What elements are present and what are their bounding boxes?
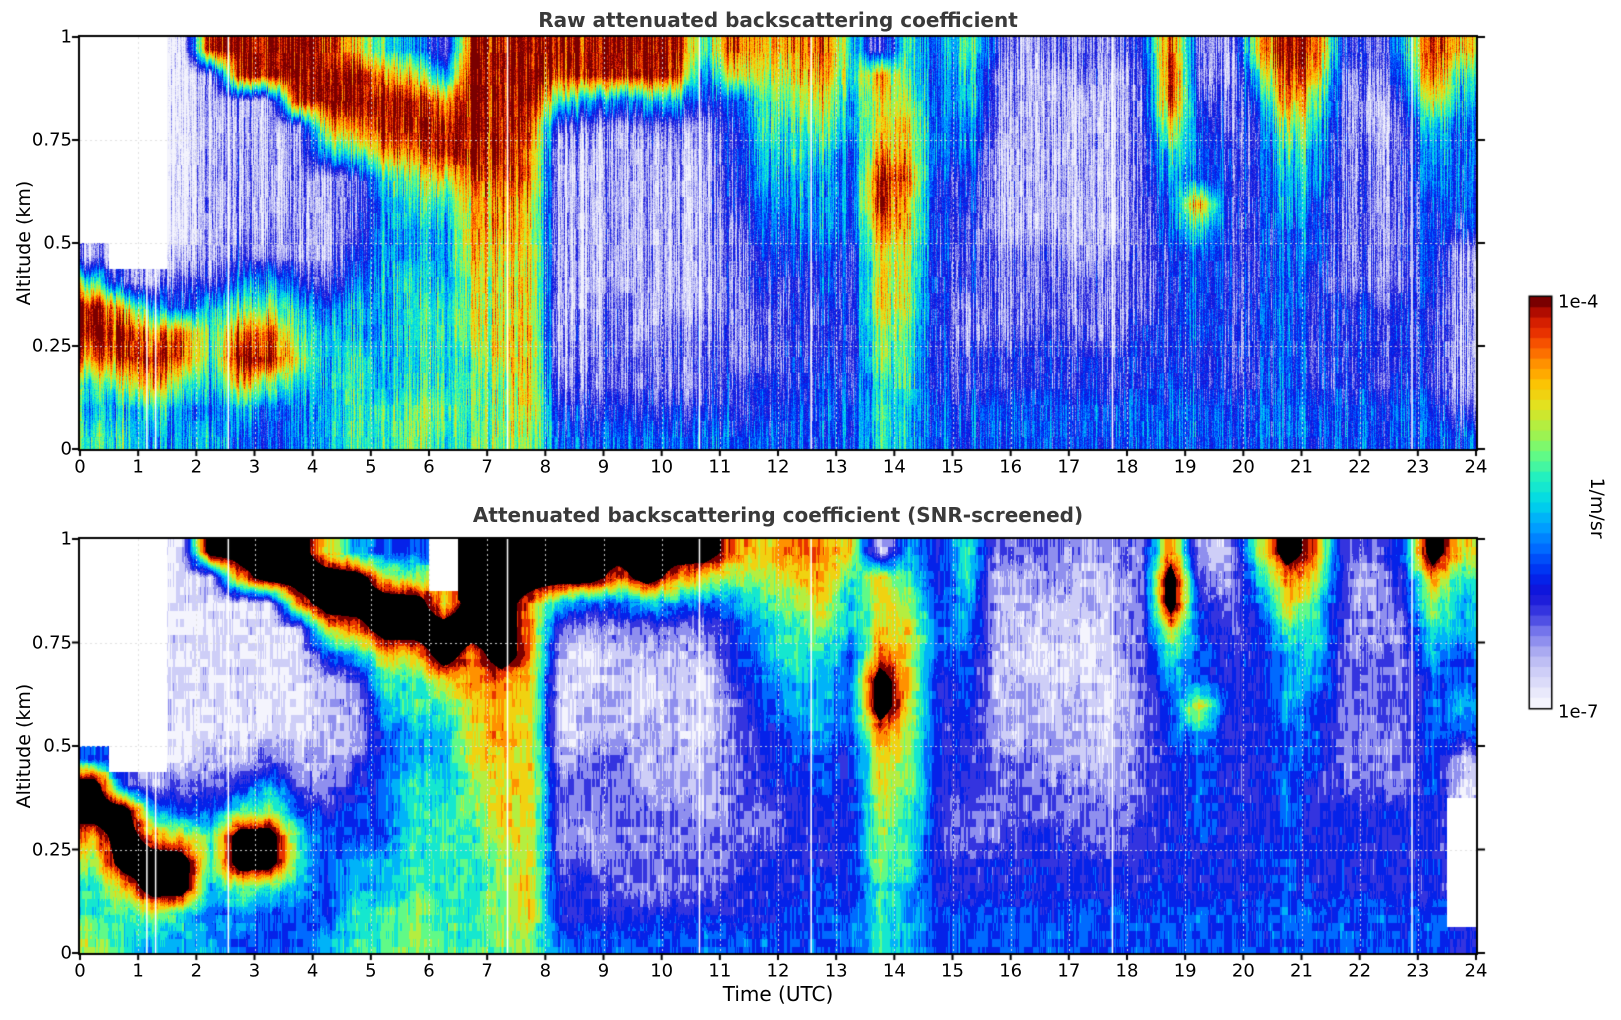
x-tick-label: 5 <box>365 456 377 478</box>
x-tick-label: 1 <box>132 960 144 982</box>
x-tick-label: 19 <box>1173 456 1197 478</box>
colorbar-max-label: 1e-4 <box>1558 291 1599 313</box>
panel1-y-axis-label: Altitude (km) <box>13 180 35 306</box>
x-tick-label: 0 <box>74 456 86 478</box>
x-tick-label: 13 <box>824 456 848 478</box>
y-tick-label: 0 <box>60 942 72 964</box>
x-tick-label: 19 <box>1173 960 1197 982</box>
panel2-y-axis-label: Altitude (km) <box>13 683 35 809</box>
y-tick-label: 0.5 <box>43 232 72 254</box>
x-tick-label: 3 <box>248 456 261 478</box>
x-tick-label: 0 <box>74 960 86 982</box>
x-tick-label: 7 <box>481 456 493 478</box>
y-tick-label: 1 <box>60 528 72 550</box>
x-tick-label: 20 <box>1231 456 1255 478</box>
x-tick-label: 16 <box>999 960 1023 982</box>
x-tick-label: 8 <box>539 456 552 478</box>
x-tick-label: 5 <box>365 960 377 982</box>
x-tick-label: 17 <box>1057 960 1081 982</box>
y-tick-label: 0.5 <box>43 735 72 757</box>
x-tick-label: 23 <box>1406 960 1430 982</box>
x-tick-label: 21 <box>1290 960 1313 982</box>
x-tick-label: 14 <box>882 960 906 982</box>
colorbar-min-label: 1e-7 <box>1558 701 1599 723</box>
x-tick-label: 10 <box>650 456 674 478</box>
y-tick-label: 0.75 <box>31 129 72 151</box>
x-tick-label: 20 <box>1231 960 1255 982</box>
x-tick-label: 9 <box>597 960 610 982</box>
x-tick-label: 15 <box>941 456 964 478</box>
x-tick-label: 6 <box>423 456 435 478</box>
y-tick-label: 1 <box>60 26 72 48</box>
x-tick-label: 24 <box>1464 960 1488 982</box>
x-tick-label: 2 <box>190 960 203 982</box>
x-tick-label: 12 <box>766 960 790 982</box>
y-tick-label: 0.75 <box>31 632 72 653</box>
x-tick-label: 15 <box>941 960 964 982</box>
x-tick-label: 22 <box>1348 960 1372 982</box>
x-tick-label: 6 <box>423 960 435 982</box>
x-tick-label: 10 <box>650 960 674 982</box>
x-tick-label: 24 <box>1464 456 1488 478</box>
x-tick-label: 18 <box>1115 456 1139 478</box>
colorbar-unit-label: 1/m/sr <box>1586 477 1608 539</box>
y-tick-label: 0.25 <box>31 839 72 860</box>
x-tick-label: 17 <box>1057 456 1081 478</box>
x-tick-label: 16 <box>999 456 1023 478</box>
panel1-title: Raw attenuated backscattering coefficien… <box>538 8 1018 32</box>
x-tick-label: 18 <box>1115 960 1139 982</box>
x-tick-label: 13 <box>824 960 848 982</box>
x-tick-label: 7 <box>481 960 493 982</box>
x-tick-label: 2 <box>190 456 203 478</box>
y-tick-label: 0.25 <box>31 335 72 357</box>
x-tick-label: 22 <box>1348 456 1372 478</box>
x-tick-label: 8 <box>539 960 552 982</box>
x-tick-label: 1 <box>132 456 144 478</box>
x-tick-label: 14 <box>882 456 906 478</box>
x-tick-label: 4 <box>306 960 319 982</box>
x-tick-label: 4 <box>306 456 319 478</box>
y-tick-label: 0 <box>60 438 72 460</box>
x-tick-label: 11 <box>708 456 732 478</box>
x-tick-label: 3 <box>248 960 261 982</box>
panel2-title: Attenuated backscattering coefficient (S… <box>472 503 1084 527</box>
x-tick-label: 9 <box>597 456 610 478</box>
x-tick-label: 12 <box>766 456 790 478</box>
x-tick-label: 21 <box>1290 456 1313 478</box>
x-axis-label: Time (UTC) <box>722 982 834 1006</box>
x-tick-label: 23 <box>1406 456 1430 478</box>
x-tick-label: 11 <box>708 960 732 982</box>
